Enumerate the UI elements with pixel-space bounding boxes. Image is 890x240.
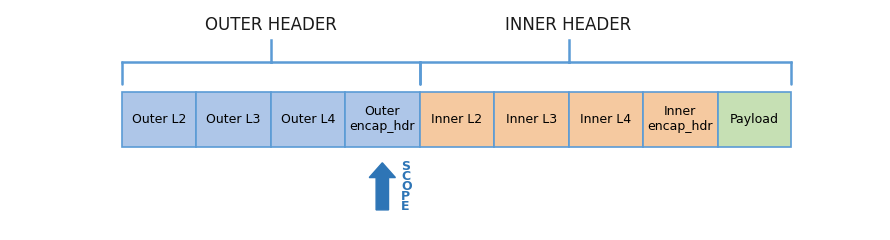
- Text: O: O: [401, 180, 411, 193]
- Text: P: P: [401, 190, 410, 203]
- FancyArrow shape: [369, 163, 395, 210]
- FancyBboxPatch shape: [494, 92, 569, 147]
- FancyBboxPatch shape: [122, 92, 196, 147]
- Text: Inner L2: Inner L2: [432, 113, 482, 126]
- FancyBboxPatch shape: [643, 92, 717, 147]
- FancyBboxPatch shape: [345, 92, 419, 147]
- Text: Inner
encap_hdr: Inner encap_hdr: [648, 105, 713, 133]
- FancyBboxPatch shape: [717, 92, 790, 147]
- Text: E: E: [401, 200, 409, 213]
- Text: Outer L2: Outer L2: [132, 113, 186, 126]
- Text: INNER HEADER: INNER HEADER: [506, 16, 632, 34]
- Text: Outer L3: Outer L3: [206, 113, 261, 126]
- FancyBboxPatch shape: [271, 92, 345, 147]
- Text: S: S: [401, 160, 410, 173]
- Text: Outer
encap_hdr: Outer encap_hdr: [350, 105, 415, 133]
- FancyBboxPatch shape: [419, 92, 494, 147]
- Text: C: C: [401, 170, 410, 183]
- Text: Inner L4: Inner L4: [580, 113, 631, 126]
- Text: Outer L4: Outer L4: [280, 113, 335, 126]
- Text: Inner L3: Inner L3: [506, 113, 557, 126]
- FancyBboxPatch shape: [196, 92, 271, 147]
- FancyBboxPatch shape: [569, 92, 643, 147]
- Text: Payload: Payload: [730, 113, 779, 126]
- Text: OUTER HEADER: OUTER HEADER: [205, 16, 336, 34]
